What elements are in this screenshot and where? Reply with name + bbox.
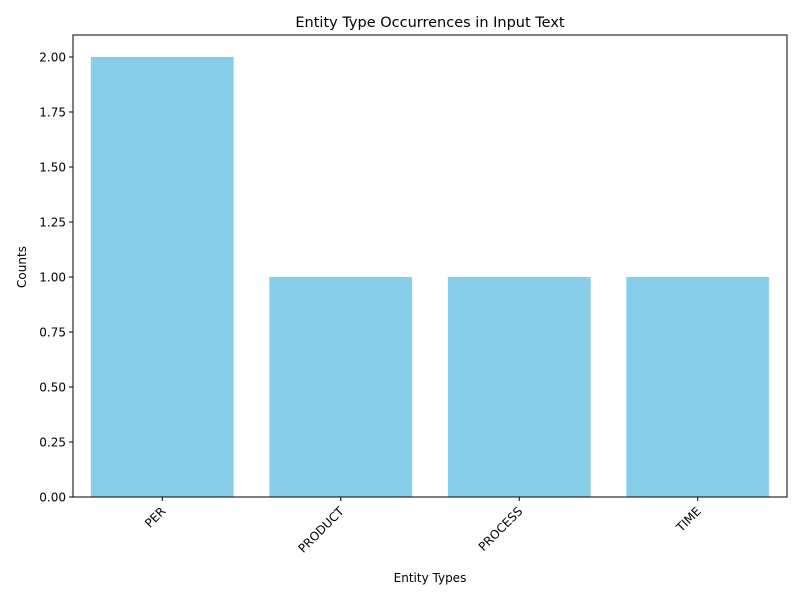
bar-per: [90, 57, 234, 497]
bar-process: [447, 277, 591, 497]
bar-product: [269, 277, 413, 497]
y-tick-label: 0.75: [39, 326, 66, 340]
y-axis-label: Counts: [15, 246, 29, 288]
y-tick-label: 0.00: [39, 491, 66, 505]
y-tick-label: 1.75: [39, 106, 66, 120]
axes-frame: [72, 34, 788, 498]
y-tick-label: 2.00: [39, 51, 66, 65]
x-axis-label: Entity Types: [394, 571, 467, 585]
y-tick-label: 1.25: [39, 216, 66, 230]
bar-time: [626, 277, 770, 497]
y-tick-label: 0.25: [39, 436, 66, 450]
chart-title: Entity Type Occurrences in Input Text: [295, 15, 565, 31]
y-tick-label: 0.50: [39, 381, 66, 395]
y-tick-label: 1.00: [39, 271, 66, 285]
y-tick-label: 1.50: [39, 161, 66, 175]
